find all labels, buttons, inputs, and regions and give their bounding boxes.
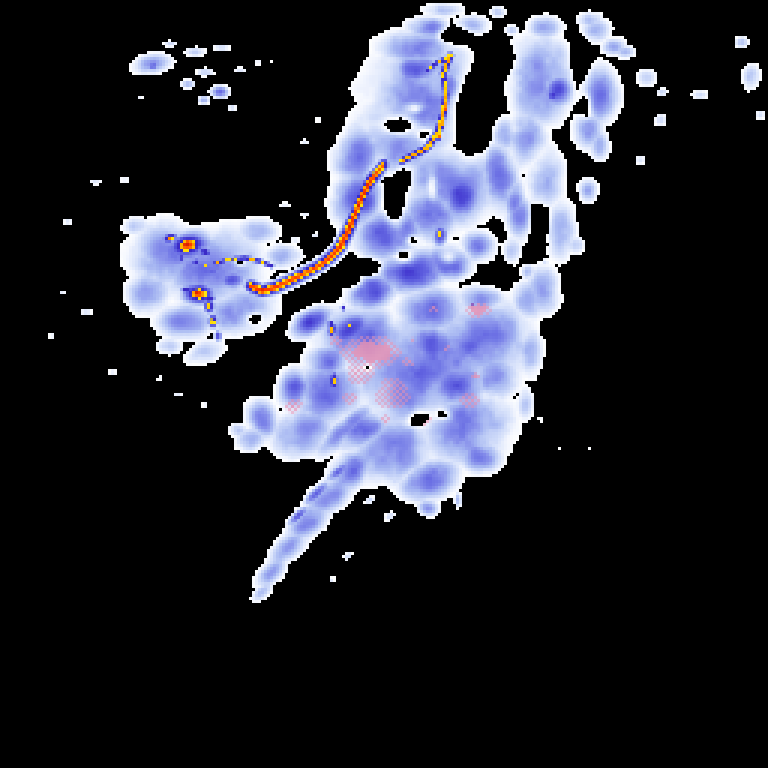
radar-map-viewport	[0, 0, 768, 768]
precipitation-radar-layer	[0, 0, 768, 768]
